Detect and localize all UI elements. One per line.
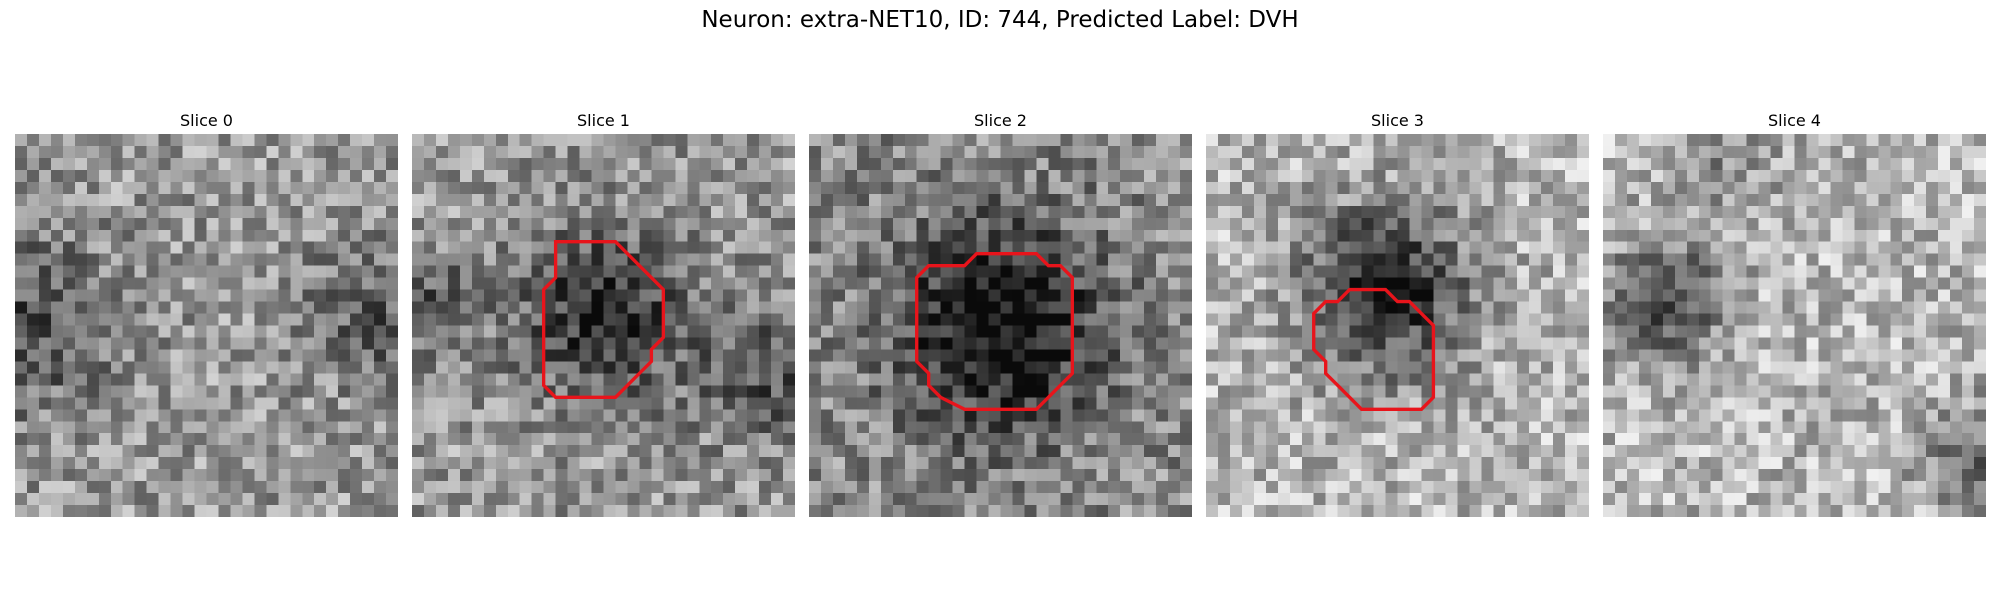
slice-title-3: Slice 3 [1371, 111, 1424, 130]
slice-image-3 [1206, 134, 1589, 517]
slice-panel-1: Slice 1 [412, 108, 795, 517]
slice-image-1 [412, 134, 795, 517]
slice-title-1: Slice 1 [577, 111, 630, 130]
figure-title: Neuron: extra-NET10, ID: 744, Predicted … [701, 7, 1299, 33]
slice-panel-4: Slice 4 [1603, 108, 1986, 517]
roi-contour-3 [1312, 287, 1436, 411]
roi-contour-1 [541, 240, 666, 399]
slice-panel-2: Slice 2 [809, 108, 1192, 517]
slice-title-4: Slice 4 [1768, 111, 1821, 130]
slice-panel-0: Slice 0 [15, 108, 398, 517]
slice-image-2 [809, 134, 1192, 517]
slice-image-0 [15, 134, 398, 517]
slice-title-2: Slice 2 [974, 111, 1027, 130]
slice-title-0: Slice 0 [180, 111, 233, 130]
roi-contour-2 [915, 252, 1074, 411]
slice-image-4 [1603, 134, 1986, 517]
slice-panel-3: Slice 3 [1206, 108, 1589, 517]
